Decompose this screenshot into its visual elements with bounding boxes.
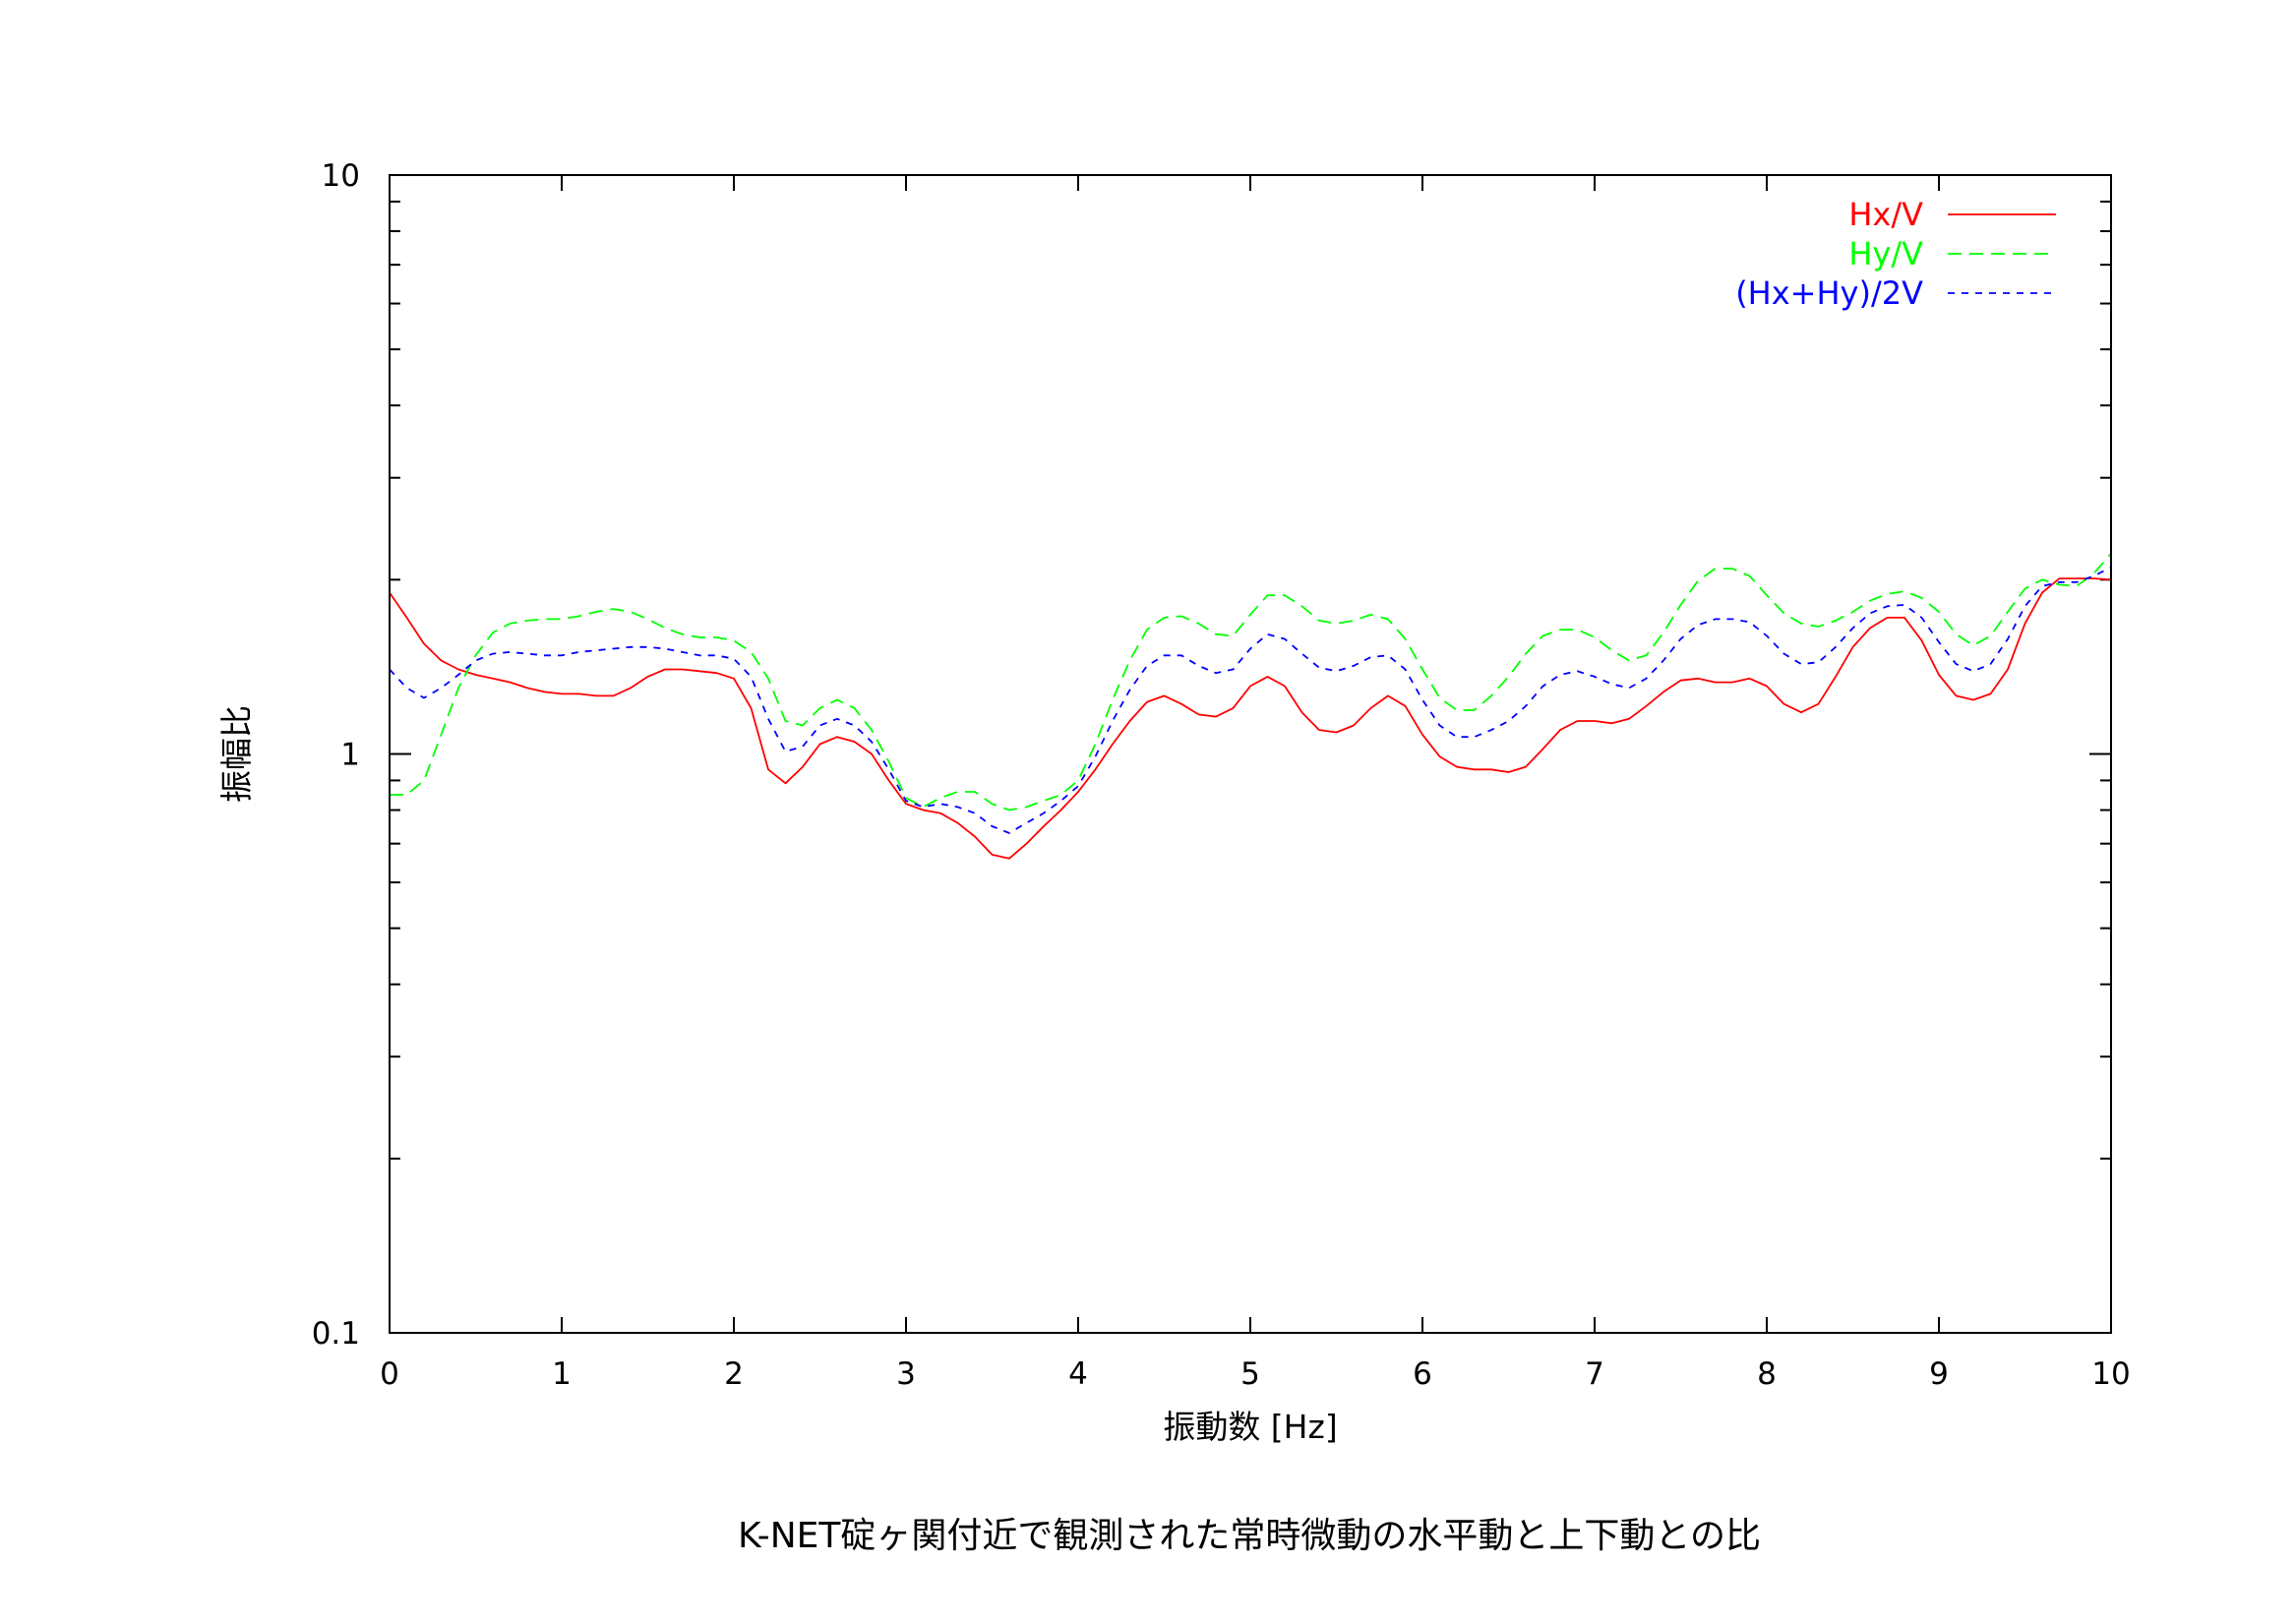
- x-tick-label: 1: [552, 1356, 572, 1392]
- series-lines: [389, 553, 2112, 860]
- x-tick-label: 2: [724, 1356, 744, 1392]
- x-tick-label: 5: [1240, 1356, 1260, 1392]
- figure-caption: K-NET碇ヶ関付近で観測された常時微動の水平動と上下動との比: [738, 1516, 1761, 1556]
- series-line-1: [390, 553, 2112, 812]
- y-tick-label: 0.1: [312, 1316, 360, 1352]
- x-tick-label: 6: [1413, 1356, 1432, 1392]
- axis-tick-labels: 0 1 2 3 4 5 6 7 8 9 10 0.1 1 10: [312, 158, 2131, 1392]
- x-axis-title: 振動数 [Hz]: [1163, 1408, 1337, 1446]
- legend: Hx/VHy/V(Hx+Hy)/2V: [1735, 196, 2056, 312]
- x-tick-label: 7: [1585, 1356, 1604, 1392]
- axis-ticks: [389, 174, 2112, 1334]
- x-tick-label: 10: [2091, 1356, 2130, 1392]
- y-axis-title: 振幅比: [217, 705, 256, 803]
- x-tick-label: 4: [1068, 1356, 1088, 1392]
- legend-label: Hx/V: [1848, 196, 1923, 233]
- plot-frame: [389, 174, 2112, 1334]
- series-line-2: [389, 567, 2112, 834]
- y-tick-label: 1: [340, 738, 360, 773]
- x-tick-label: 0: [380, 1356, 399, 1392]
- legend-label: Hy/V: [1848, 235, 1923, 272]
- y-tick-label: 10: [322, 158, 360, 194]
- legend-label: (Hx+Hy)/2V: [1735, 274, 1923, 312]
- series-line-0: [389, 577, 2112, 860]
- x-tick-label: 8: [1757, 1356, 1777, 1392]
- x-tick-label: 3: [896, 1356, 916, 1392]
- x-tick-label: 9: [1929, 1356, 1949, 1392]
